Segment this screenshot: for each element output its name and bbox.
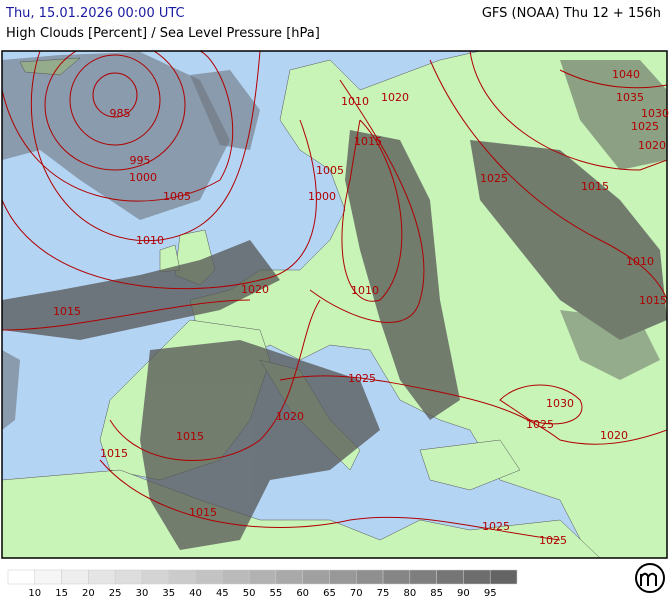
legend-swatch (222, 569, 250, 585)
isobar-label: 1025 (539, 534, 567, 547)
map-title: High Clouds [Percent] / Sea Level Pressu… (6, 26, 320, 41)
legend-swatch (302, 569, 330, 585)
legend-label: 95 (484, 588, 497, 599)
isobar-label: 1010 (341, 95, 369, 108)
legend-swatch (34, 569, 62, 585)
legend-label: 65 (323, 588, 336, 599)
legend-swatch (141, 569, 169, 585)
legend-swatch (329, 569, 357, 585)
isobar-label: 1025 (348, 372, 376, 385)
isobar-label: 1020 (241, 283, 269, 296)
isobar-label: 1005 (316, 164, 344, 177)
isobar-label: 1025 (480, 172, 508, 185)
legend-swatch (114, 569, 143, 585)
isobar-label: 1005 (163, 190, 191, 203)
legend-label: 35 (162, 588, 175, 599)
legend-label: 10 (28, 588, 41, 599)
isobar-label: 1015 (176, 430, 204, 443)
isobar-label: 1015 (53, 305, 81, 318)
isobar-label: 1015 (639, 294, 667, 307)
isobar-label: 1010 (626, 255, 654, 268)
isobar-label: 985 (110, 107, 131, 120)
legend-label: 85 (430, 588, 443, 599)
legend-label: 15 (55, 588, 68, 599)
legend-swatch (463, 569, 491, 585)
isobar-label: 1020 (381, 91, 409, 104)
model-run: GFS (NOAA) Thu 12 + 156h (481, 6, 661, 21)
legend-label: 25 (109, 588, 122, 599)
legend-swatch (275, 569, 303, 585)
legend-label: 70 (350, 588, 363, 599)
legend-label: 40 (189, 588, 202, 599)
legend-swatch (88, 569, 116, 585)
isobar-label: 1030 (546, 397, 574, 410)
isobar-label: 1015 (354, 135, 382, 148)
legend-swatch (195, 569, 223, 585)
isobar-label: 1010 (351, 284, 379, 297)
legend-label: 30 (136, 588, 149, 599)
isobar-label: 1035 (616, 91, 644, 104)
isobar-label: 1040 (612, 68, 640, 81)
isobar-label: 1020 (638, 139, 666, 152)
isobar-label: 1025 (482, 520, 510, 533)
logo (635, 563, 665, 593)
legend-swatch (248, 569, 277, 585)
isobar-label: 1030 (641, 107, 669, 120)
legend-label: 50 (243, 588, 256, 599)
legend-label: 75 (377, 588, 390, 599)
legend-label: 80 (403, 588, 416, 599)
datetime: Thu, 15.01.2026 00:00 UTC (6, 6, 185, 21)
legend-label: 60 (296, 588, 309, 599)
legend-label: 45 (216, 588, 229, 599)
isobar-label: 1000 (129, 171, 157, 184)
isobar-label: 995 (130, 154, 151, 167)
legend-swatch (61, 569, 89, 585)
high-clouds (2, 52, 667, 550)
isobar-label: 1015 (189, 506, 217, 519)
legend-swatch (382, 569, 411, 585)
legend-swatch (436, 569, 464, 585)
isobar-label: 1020 (276, 410, 304, 423)
legend-swatch (356, 569, 384, 585)
isobar-label: 1020 (600, 429, 628, 442)
isobar-label: 1015 (100, 447, 128, 460)
isobar-label: 1025 (631, 120, 659, 133)
isobars (2, 51, 667, 541)
map-frame (1, 50, 668, 559)
legend-label: 20 (82, 588, 95, 599)
isobar-label: 1015 (581, 180, 609, 193)
legend-label: 90 (457, 588, 470, 599)
legend-swatch (409, 569, 437, 585)
legend-swatch (489, 569, 518, 585)
isobar-label: 1025 (526, 418, 554, 431)
legend-swatch (7, 569, 36, 585)
legend-swatch (168, 569, 196, 585)
isobar-label: 1000 (308, 190, 336, 203)
legend-label: 55 (270, 588, 283, 599)
isobar-label: 1010 (136, 234, 164, 247)
